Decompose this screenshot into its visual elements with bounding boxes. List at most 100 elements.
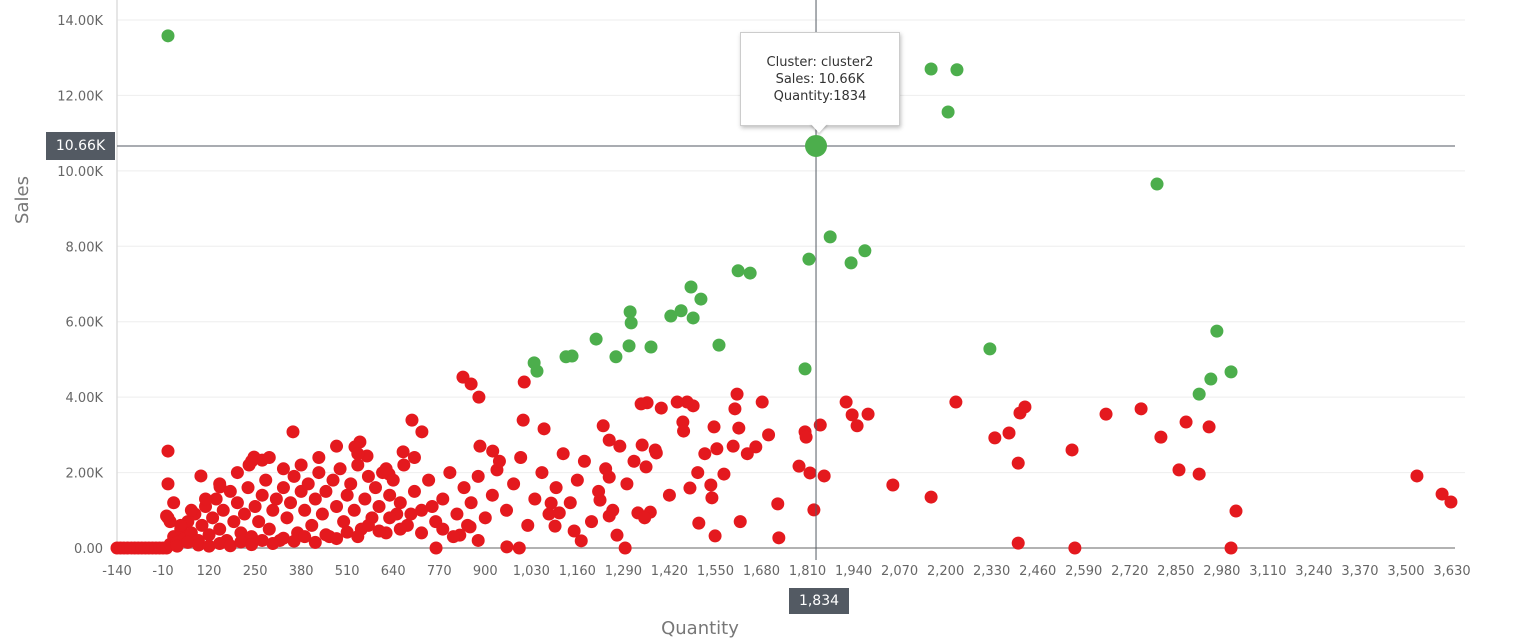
point-cluster2 [1224, 365, 1238, 379]
x-tick-label: 1,940 [835, 564, 872, 579]
point-cluster1 [1444, 495, 1458, 509]
point-cluster1 [535, 466, 549, 480]
point-cluster2 [731, 264, 745, 278]
point-cluster1 [924, 490, 938, 504]
x-tick-label: 900 [473, 564, 498, 579]
point-cluster1 [287, 534, 301, 548]
x-tick-label: 1,160 [559, 564, 596, 579]
point-cluster1 [772, 531, 786, 545]
point-cluster1 [262, 522, 276, 536]
point-cluster1 [404, 507, 418, 521]
point-cluster1 [223, 539, 237, 553]
point-cluster1 [319, 484, 333, 498]
point-cluster1 [386, 473, 400, 487]
point-cluster1 [728, 402, 742, 416]
y-tick-label: 10.00K [57, 165, 103, 180]
point-cluster1 [473, 439, 487, 453]
tooltip-sales: Sales: 10.66K [775, 71, 865, 87]
y-tick-label: 2.00K [66, 467, 104, 482]
point-cluster1 [799, 430, 813, 444]
point-cluster1 [755, 395, 769, 409]
point-cluster2 [161, 29, 175, 43]
x-tick-label: 3,500 [1387, 564, 1424, 579]
point-cluster1 [330, 500, 344, 514]
point-cluster1 [648, 443, 662, 457]
y-tick-label: 8.00K [66, 240, 104, 255]
x-tick-label: 2,460 [1019, 564, 1056, 579]
point-cluster1 [620, 477, 634, 491]
x-tick-label: -10 [152, 564, 173, 579]
x-tick-label: 1,290 [605, 564, 642, 579]
point-cluster1 [191, 538, 205, 552]
point-cluster2 [844, 256, 858, 270]
x-tick-label: 510 [335, 564, 360, 579]
point-cluster1 [337, 515, 351, 529]
x-tick-label: 640 [381, 564, 406, 579]
point-cluster1 [234, 535, 248, 549]
point-cluster1 [514, 450, 528, 464]
point-cluster1 [245, 538, 259, 552]
point-cluster1 [223, 484, 237, 498]
y-tick-label: 4.00K [66, 391, 104, 406]
point-cluster2 [609, 350, 623, 364]
point-cluster1 [492, 454, 506, 468]
point-cluster1 [415, 526, 429, 540]
point-cluster1 [461, 518, 475, 532]
x-tick-label: 1,420 [651, 564, 688, 579]
point-cluster2 [530, 364, 544, 378]
point-cluster2 [924, 62, 938, 76]
point-cluster1 [1229, 504, 1243, 518]
point-cluster1 [730, 387, 744, 401]
point-cluster1 [294, 458, 308, 472]
point-cluster1 [415, 503, 429, 517]
point-cluster1 [1192, 467, 1206, 481]
point-cluster1 [1065, 443, 1079, 457]
point-cluster1 [351, 458, 365, 472]
point-cluster1 [1099, 407, 1113, 421]
point-cluster1 [446, 530, 460, 544]
point-cluster1 [286, 425, 300, 439]
point-cluster2 [684, 280, 698, 294]
x-tick-label: 3,630 [1433, 564, 1470, 579]
point-cluster1 [471, 469, 485, 483]
point-cluster2 [798, 362, 812, 376]
point-cluster1 [726, 439, 740, 453]
point-cluster1 [512, 541, 526, 555]
point-cluster2 [674, 304, 688, 318]
point-cluster1 [717, 467, 731, 481]
point-cluster1 [517, 375, 531, 389]
point-cluster1 [255, 488, 269, 502]
point-cluster1 [330, 439, 344, 453]
point-cluster1 [245, 454, 259, 468]
point-cluster1 [436, 492, 450, 506]
point-cluster2 [624, 316, 638, 330]
point-cluster1 [606, 503, 620, 517]
point-cluster1 [733, 515, 747, 529]
point-cluster1 [457, 481, 471, 495]
point-cluster1 [464, 377, 478, 391]
y-tick-label: 12.00K [57, 89, 103, 104]
y-tick-label: 0.00 [74, 542, 103, 557]
point-cluster1 [574, 534, 588, 548]
point-cluster1 [227, 515, 241, 529]
point-cluster1 [1154, 430, 1168, 444]
x-tick-label: 120 [197, 564, 222, 579]
point-cluster1 [312, 450, 326, 464]
point-cluster1 [1435, 487, 1449, 501]
point-cluster1 [771, 497, 785, 511]
point-cluster1 [817, 469, 831, 483]
x-tick-label: 2,720 [1111, 564, 1148, 579]
point-cluster1 [585, 515, 599, 529]
point-cluster1 [301, 477, 315, 491]
point-cluster1 [369, 481, 383, 495]
point-cluster2 [694, 292, 708, 306]
point-cluster1 [160, 509, 174, 523]
point-cluster1 [347, 503, 361, 517]
point-cluster2 [823, 230, 837, 244]
point-cluster1 [161, 444, 175, 458]
point-cluster1 [638, 511, 652, 525]
point-cluster1 [202, 528, 216, 542]
point-cluster1 [807, 503, 821, 517]
x-tick-label: 1,680 [743, 564, 780, 579]
point-cluster1 [170, 539, 184, 553]
